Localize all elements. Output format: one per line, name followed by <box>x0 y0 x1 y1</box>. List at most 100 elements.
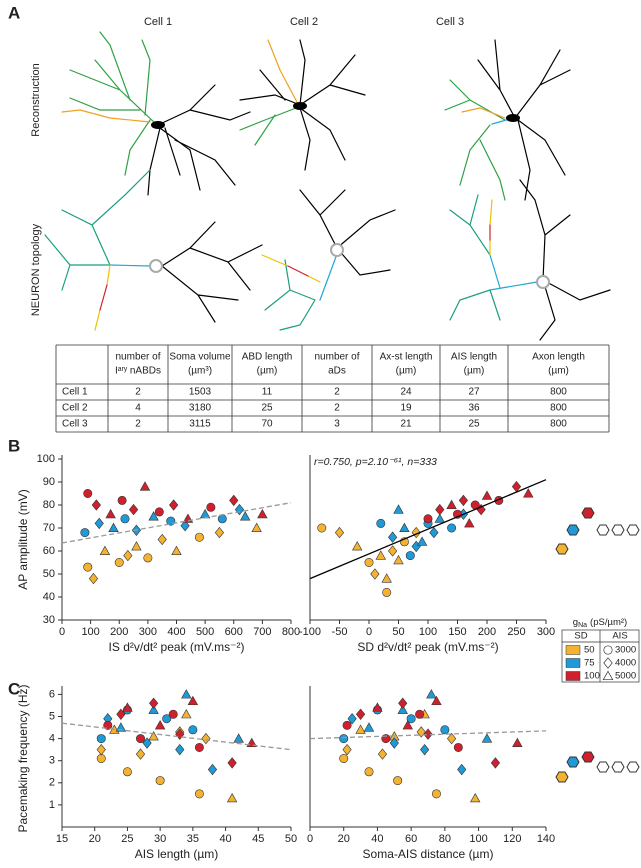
point <box>490 757 501 769</box>
x-tick-label: 700 <box>253 626 271 638</box>
x-tick-label: 600 <box>225 626 243 638</box>
x-tick-label: 100 <box>469 833 487 845</box>
point <box>123 549 133 562</box>
table-cell: 25 <box>468 419 480 430</box>
table-header: (µm) <box>548 366 569 377</box>
morphology-shape <box>99 284 108 311</box>
x-tick-label: 0 <box>366 626 372 638</box>
point <box>257 508 268 519</box>
point <box>415 709 425 719</box>
legend-title-part: Na <box>578 622 587 629</box>
point <box>207 763 218 776</box>
point <box>201 732 211 745</box>
x-tick-label: 150 <box>448 626 466 638</box>
morphology-shape <box>299 189 396 276</box>
point <box>381 573 392 583</box>
panel-label: A <box>8 3 20 22</box>
morphology-shape <box>69 31 157 176</box>
table-cell: 800 <box>550 403 567 414</box>
point <box>431 789 441 799</box>
table-header: (µm) <box>464 366 485 377</box>
morphology-shape <box>293 102 307 110</box>
x-tick-label: -100 <box>299 626 321 638</box>
morphology-shape <box>149 259 163 273</box>
point <box>481 490 493 500</box>
y-tick-label: 2 <box>49 777 55 789</box>
legend-label: 75 <box>584 658 595 669</box>
point <box>181 708 192 719</box>
legend-label: 4000 <box>615 658 636 669</box>
point <box>96 753 106 763</box>
x-tick-label: 200 <box>110 626 128 638</box>
table-header: Soma volume <box>169 352 231 363</box>
table-cell: 21 <box>400 419 412 430</box>
x-tick-label: 250 <box>507 626 525 638</box>
point <box>372 702 383 712</box>
point <box>175 728 185 740</box>
point <box>512 737 523 748</box>
legend-shape <box>603 645 613 655</box>
legend-header: SD <box>574 631 587 642</box>
x-tick-label: 20 <box>338 833 350 845</box>
x-tick-label: 500 <box>196 626 214 638</box>
point <box>194 789 204 799</box>
point <box>154 720 166 730</box>
point <box>143 553 153 563</box>
y-tick-label: 50 <box>43 568 55 580</box>
point <box>342 743 352 756</box>
x-tick-label: -50 <box>332 626 348 638</box>
x-tick-label: 0 <box>59 626 65 638</box>
point <box>334 526 345 539</box>
morphology-shape <box>581 751 595 763</box>
point <box>187 695 199 706</box>
legend-header: AIS <box>612 631 627 642</box>
table-header: number of <box>314 352 359 363</box>
table-cell: Cell 3 <box>62 419 88 430</box>
point <box>162 714 172 724</box>
morphology-shape <box>626 761 640 773</box>
cell-label: Cell 1 <box>144 16 172 28</box>
morphology-shape <box>461 107 506 119</box>
point <box>105 508 116 519</box>
morphology-shape <box>596 524 610 536</box>
x-tick-label: 100 <box>81 626 99 638</box>
table-cell: 3 <box>334 419 340 430</box>
legend-label: 3000 <box>615 645 636 656</box>
trend-line <box>309 730 547 740</box>
point <box>420 743 430 756</box>
table-header: aDs <box>328 366 346 377</box>
x-tick-label: 50 <box>285 833 297 845</box>
x-tick-label: 40 <box>219 833 231 845</box>
morphology-shape <box>449 194 501 321</box>
morphology-shape <box>444 79 506 201</box>
point <box>376 518 386 528</box>
point <box>435 503 445 516</box>
point <box>481 733 493 743</box>
y-axis-label: AP amplitude (mV) <box>16 489 30 589</box>
legend-title: gNa (pS/µm²) <box>573 617 627 629</box>
point <box>103 720 113 730</box>
point <box>464 518 475 528</box>
point <box>251 522 262 533</box>
point <box>83 562 93 572</box>
point <box>194 532 204 542</box>
morphology-shape <box>626 524 640 536</box>
table-header: Ax-st length <box>380 352 433 363</box>
point <box>393 504 404 514</box>
table-cell: 3115 <box>189 419 211 430</box>
table-cell: 36 <box>468 403 480 414</box>
y-tick-label: 30 <box>43 614 55 626</box>
point <box>339 734 349 744</box>
trend-line <box>309 479 547 580</box>
y-tick-label: 1 <box>49 799 55 811</box>
point <box>458 494 468 507</box>
morphology-shape <box>109 264 151 267</box>
point <box>405 551 415 561</box>
point <box>194 742 204 752</box>
point <box>389 737 399 749</box>
point <box>180 520 190 532</box>
point <box>377 748 388 760</box>
point <box>114 557 124 567</box>
morphology-shape <box>264 259 316 331</box>
